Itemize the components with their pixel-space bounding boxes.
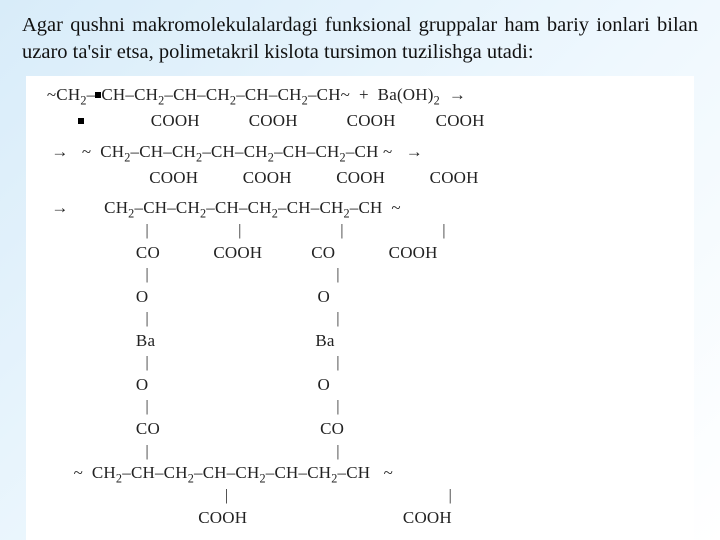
chem-line-1: ~CH2–CH–CH2–CH–CH2–CH–CH2–CH~ + Ba(OH)2 … <box>38 82 682 108</box>
chem-line-13: O O <box>38 372 682 398</box>
chem-line-11: Ba Ba <box>38 328 682 354</box>
chem-line-15: CO CO <box>38 416 682 442</box>
chem-line-16: | | <box>38 443 682 461</box>
chem-line-9: O O <box>38 284 682 310</box>
chem-line-18: | | <box>38 487 682 505</box>
intro-paragraph: Agar qushni makromolekulalardagi funksio… <box>22 12 698 66</box>
slide-content: Agar qushni makromolekulalardagi funksio… <box>0 0 720 540</box>
chem-line-4: COOH COOH COOH COOH <box>38 165 682 191</box>
chem-line-14: | | <box>38 398 682 416</box>
chem-line-7: CO COOH CO COOH <box>38 240 682 266</box>
chem-line-19: COOH COOH <box>38 505 682 531</box>
chem-line-2: COOH COOH COOH COOH <box>38 108 682 134</box>
chem-line-6: | | | | <box>38 222 682 240</box>
chemistry-scheme: ~CH2–CH–CH2–CH–CH2–CH–CH2–CH~ + Ba(OH)2 … <box>26 76 694 540</box>
chem-line-10: | | <box>38 310 682 328</box>
chem-line-12: | | <box>38 354 682 372</box>
chem-line-17: ~ CH2–CH–CH2–CH–CH2–CH–CH2–CH ~ <box>38 460 682 486</box>
chem-line-5: → CH2–CH–CH2–CH–CH2–CH–CH2–CH ~ <box>38 195 682 221</box>
chem-line-3: → ~ CH2–CH–CH2–CH–CH2–CH–CH2–CH ~ → <box>38 139 682 165</box>
chem-line-8: | | <box>38 266 682 284</box>
